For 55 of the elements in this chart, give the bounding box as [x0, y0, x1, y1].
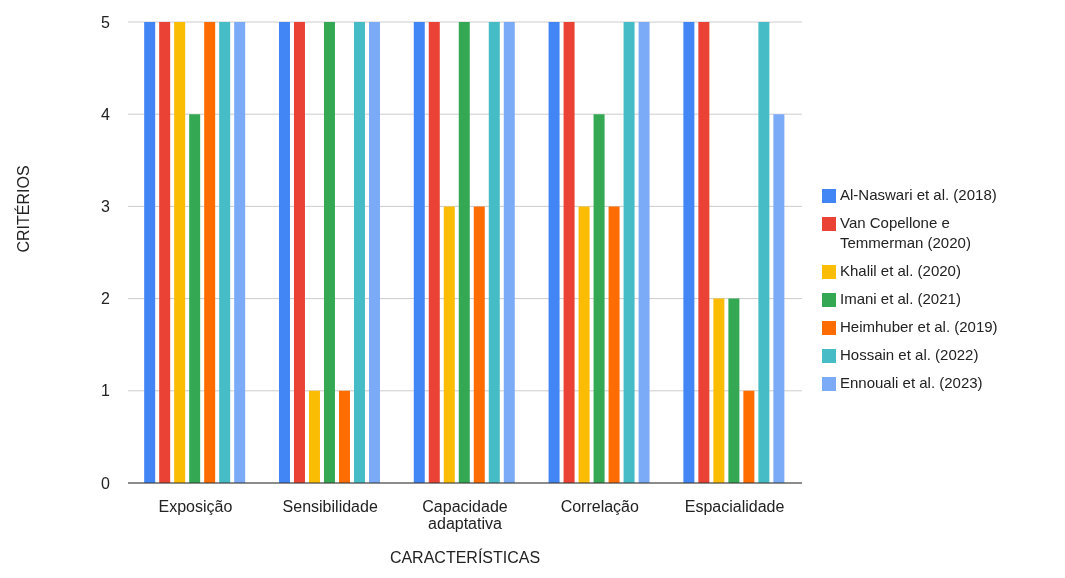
x-tick-label: Correlação	[560, 497, 640, 515]
y-tick-label: 1	[101, 382, 111, 400]
bar	[443, 206, 455, 483]
bar	[593, 114, 605, 483]
bar	[219, 22, 231, 483]
y-tick-label: 4	[101, 105, 111, 123]
bar	[608, 206, 620, 483]
bar	[278, 22, 290, 483]
y-tick-label: 5	[101, 13, 111, 31]
legend-label: Hossain et al. (2022)	[840, 345, 979, 365]
y-tick-label: 2	[101, 290, 111, 308]
bar	[308, 390, 320, 483]
bar	[548, 22, 560, 483]
bar	[189, 114, 201, 483]
bar	[488, 22, 500, 483]
bar	[458, 22, 470, 483]
bar	[293, 22, 305, 483]
bar	[234, 22, 246, 483]
bar	[713, 298, 725, 483]
bar	[368, 22, 380, 483]
bar	[473, 206, 485, 483]
y-axis-title: CRITÉRIOS	[13, 165, 32, 253]
bar	[728, 298, 740, 483]
bar	[353, 22, 365, 483]
bar	[144, 22, 156, 483]
bar	[698, 22, 710, 483]
x-tick-label: Capacidade adaptativa	[422, 497, 508, 533]
y-tick-label: 3	[101, 198, 111, 216]
x-axis-title: CARACTERÍSTICAS	[389, 548, 541, 566]
bar	[773, 114, 785, 483]
legend-label: Khalil et al. (2020)	[840, 261, 961, 281]
bar	[323, 22, 335, 483]
bar	[578, 206, 590, 483]
bar	[338, 390, 350, 483]
bar	[623, 22, 635, 483]
bar	[204, 22, 216, 483]
y-tick-label: 0	[101, 474, 111, 492]
bar	[563, 22, 575, 483]
bar	[413, 22, 425, 483]
bar	[743, 390, 755, 483]
bar	[638, 22, 650, 483]
legend-label: Van Copellone e Temmerman (2020)	[840, 213, 972, 253]
legend-label: Imani et al. (2021)	[840, 289, 961, 309]
legend-label: Ennouali et al. (2023)	[840, 373, 983, 393]
x-tick-label: Espacialidade	[684, 497, 785, 515]
bar	[428, 22, 440, 483]
legend-label: Heimhuber et al. (2019)	[840, 317, 998, 337]
bar	[174, 22, 186, 483]
legend-label: Al-Naswari et al. (2018)	[840, 185, 997, 205]
bar	[683, 22, 695, 483]
x-tick-label: Sensibilidade	[282, 497, 378, 515]
bar	[503, 22, 515, 483]
bar	[159, 22, 171, 483]
x-tick-label: Exposição	[158, 497, 233, 515]
bar	[758, 22, 770, 483]
